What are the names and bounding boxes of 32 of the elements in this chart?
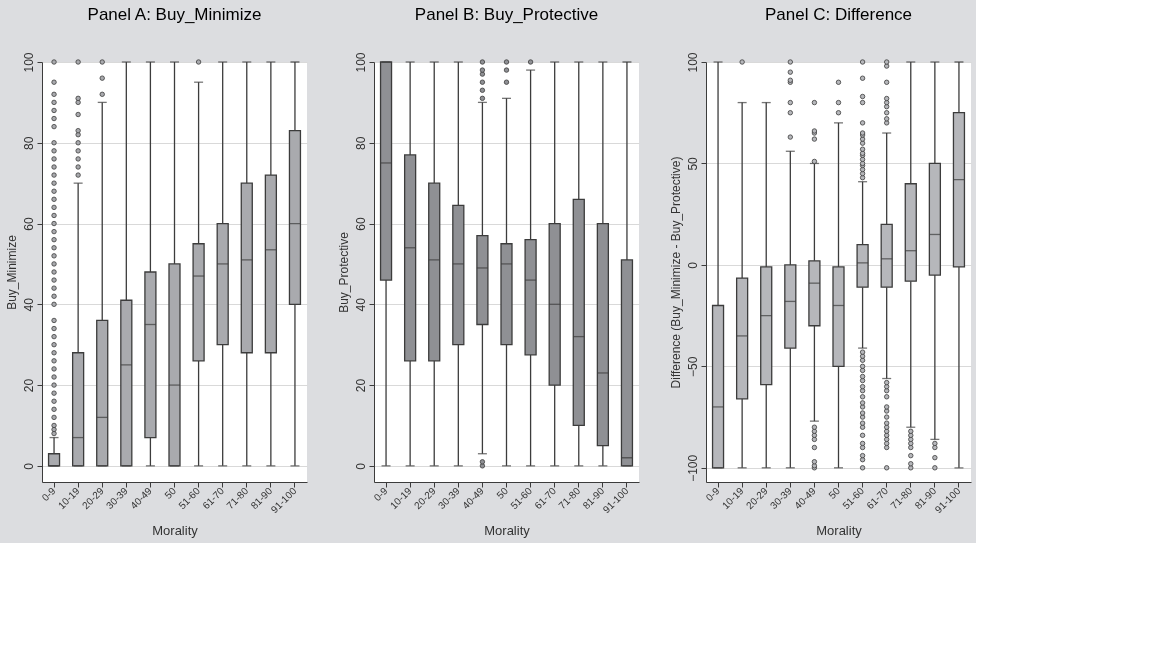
y-tick-label: 40: [21, 297, 36, 312]
x-tick-label: 0-9: [371, 484, 390, 504]
x-tick-label: 50: [162, 484, 179, 501]
x-tick-label: 0-9: [703, 484, 722, 504]
x-tick-label: 0-9: [39, 484, 58, 504]
x-axis-title: Morality: [152, 523, 199, 539]
x-axis-title: Morality: [816, 523, 863, 539]
y-axis-title: Difference (Buy_Minimize - Buy_Protective): [668, 156, 683, 389]
y-tick-label: 0: [685, 261, 700, 269]
y-tick-label: 20: [21, 378, 36, 393]
y-tick-label: 100: [353, 52, 368, 73]
y-tick-label: 0: [21, 462, 36, 470]
y-tick-label: 50: [685, 156, 700, 171]
x-axis-title: Morality: [484, 523, 531, 539]
y-axis-title: Buy_Protective: [336, 231, 351, 313]
y-tick-label: −100: [685, 454, 700, 482]
y-tick-label: 80: [353, 136, 368, 150]
y-axis-title: Buy_Minimize: [4, 234, 19, 310]
y-tick-label: 100: [21, 52, 36, 73]
y-tick-label: 40: [353, 297, 368, 312]
y-tick-label: −50: [685, 356, 700, 378]
chart-title: Panel B: Buy_Protective: [414, 4, 599, 24]
x-tick-label: 50: [494, 484, 511, 501]
y-tick-label: 0: [353, 462, 368, 470]
y-tick-label: 80: [21, 136, 36, 150]
chart-title: Panel A: Buy_Minimize: [87, 4, 262, 24]
y-tick-label: 60: [21, 217, 36, 231]
y-tick-label: 20: [353, 378, 368, 393]
y-tick-label: 100: [685, 52, 700, 73]
chart-title: Panel C: Difference: [764, 4, 913, 24]
x-tick-label: 50: [826, 484, 843, 501]
y-tick-label: 60: [353, 217, 368, 231]
